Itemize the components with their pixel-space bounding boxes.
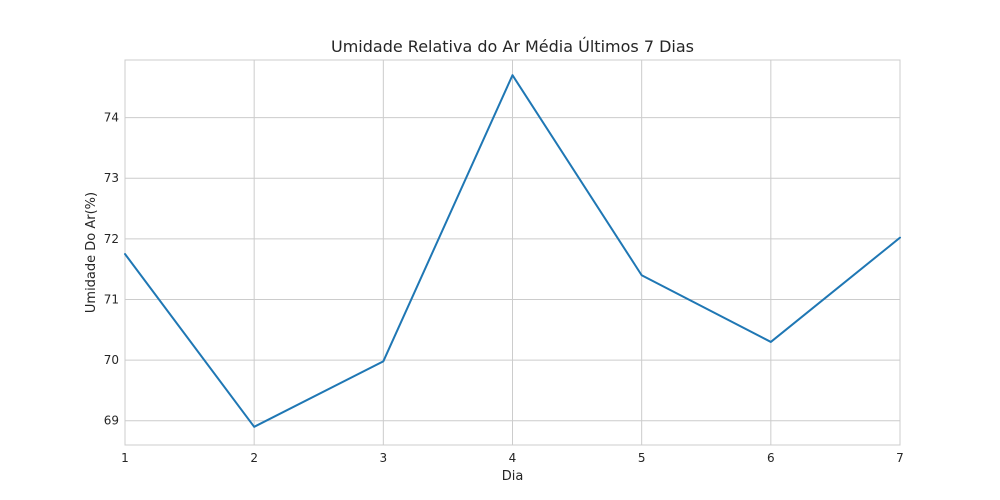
y-tick-label: 73 — [104, 171, 119, 185]
x-tick-label: 3 — [380, 451, 388, 465]
series-layer — [124, 74, 901, 428]
y-tick-label: 69 — [104, 414, 119, 428]
x-tick-label: 1 — [121, 451, 129, 465]
humidity-series-line — [124, 74, 901, 428]
chart-title: Umidade Relativa do Ar Média Últimos 7 D… — [331, 37, 694, 56]
y-tick-label: 72 — [104, 232, 119, 246]
y-axis-label: Umidade Do Ar(%) — [84, 192, 99, 313]
x-tick-label: 4 — [509, 451, 517, 465]
x-tick-label: 2 — [250, 451, 258, 465]
y-tick-label: 74 — [104, 111, 119, 125]
x-tick-label: 7 — [896, 451, 904, 465]
x-tick-label: 6 — [767, 451, 775, 465]
x-tick-label: 5 — [638, 451, 646, 465]
y-tick-labels: 69 70 71 72 73 74 — [104, 111, 119, 428]
y-tick-label: 70 — [104, 353, 119, 367]
plot-frame — [124, 59, 901, 446]
x-axis-label: Dia — [502, 469, 524, 484]
grid-lines — [124, 60, 901, 445]
x-tick-labels: 1 2 3 4 5 6 7 — [121, 451, 904, 465]
y-tick-label: 71 — [104, 292, 119, 306]
